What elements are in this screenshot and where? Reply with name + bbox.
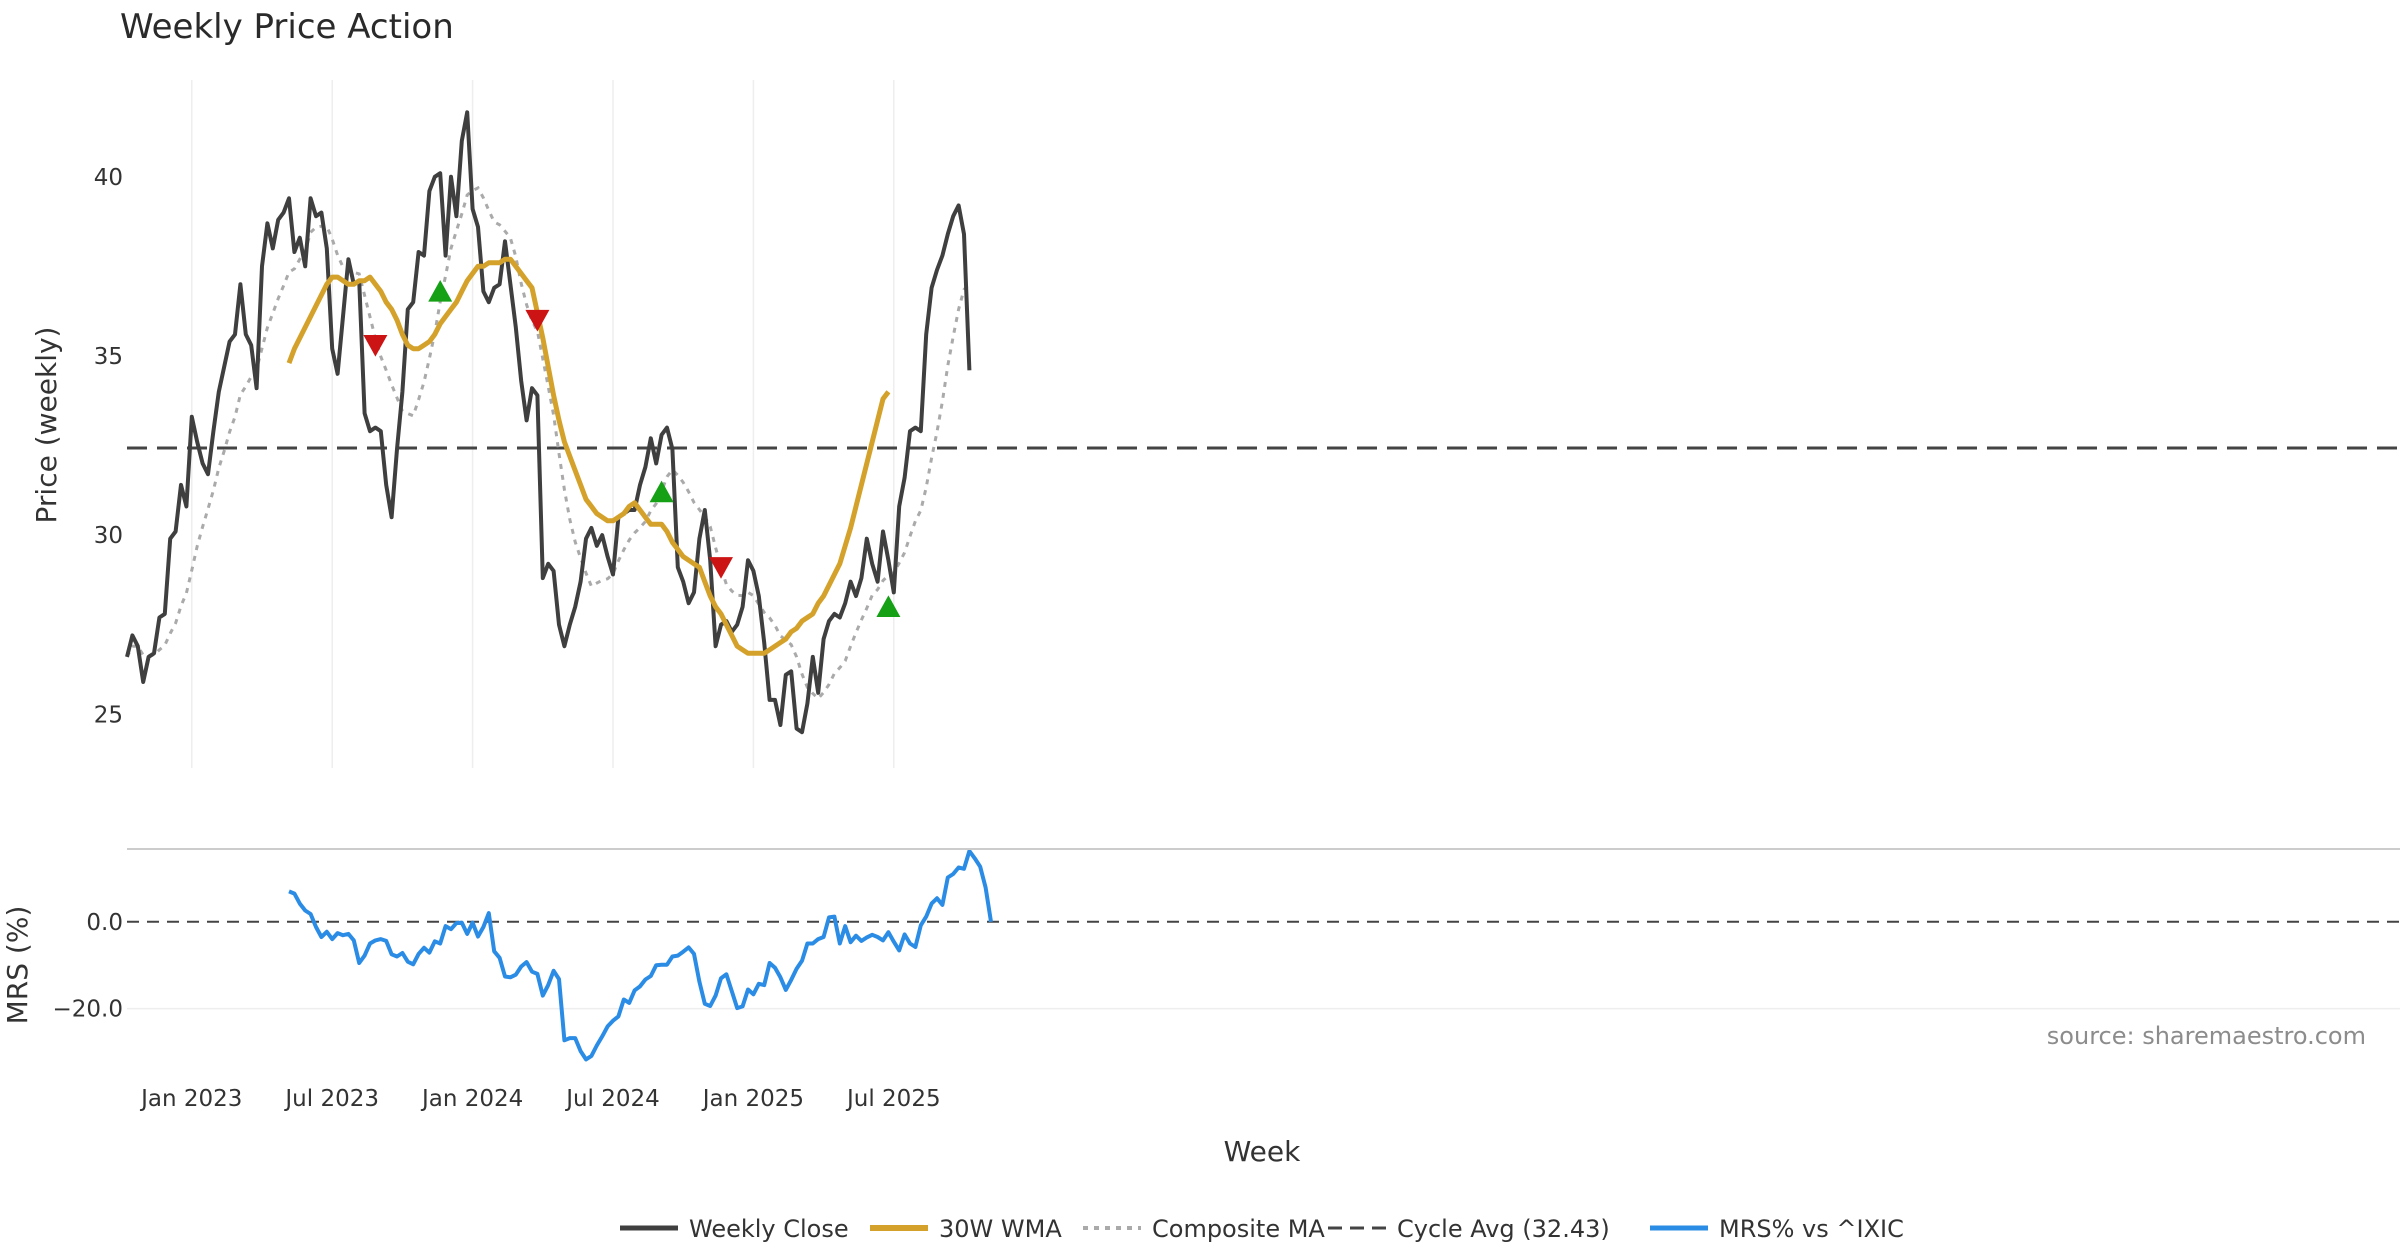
grid-lines — [127, 80, 2400, 1010]
legend-label-cycle: Cycle Avg (32.43) — [1397, 1215, 1610, 1243]
wma-30w-line — [286, 256, 891, 656]
x-tick-label: Jul 2023 — [283, 1086, 379, 1112]
sell-signal-marker — [709, 557, 733, 579]
legend-label-mrs: MRS% vs ^IXIC — [1719, 1215, 1904, 1243]
mrs-panel — [127, 849, 2400, 1062]
buy-signal-marker — [876, 595, 901, 617]
x-axis-label: Week — [1224, 1135, 1301, 1168]
x-tick-label: Jan 2023 — [139, 1086, 242, 1112]
price-axis-label: Price (weekly) — [30, 327, 63, 524]
buy-signal-marker — [428, 280, 453, 302]
x-tick-label: Jul 2025 — [845, 1086, 941, 1112]
legend-label-close: Weekly Close — [689, 1215, 849, 1243]
price-y-tick-label: 25 — [94, 702, 123, 728]
mrs-y-tick-label: −20.0 — [53, 997, 123, 1023]
price-y-tick-label: 35 — [94, 344, 123, 370]
mrs-y-tick-label: 0.0 — [86, 910, 123, 936]
chart-title: Weekly Price Action — [120, 7, 454, 47]
weekly-close-line — [125, 110, 972, 735]
price-y-tick-label: 30 — [94, 523, 123, 549]
buy-signal-marker — [649, 480, 674, 503]
mrs-axis-label: MRS (%) — [1, 906, 34, 1025]
legend-label-composite: Composite MA — [1152, 1215, 1325, 1243]
composite-ma-line — [125, 185, 971, 701]
sell-signal-marker — [525, 309, 550, 332]
x-tick-label: Jul 2024 — [564, 1086, 660, 1112]
legend-label-wma: 30W WMA — [939, 1215, 1062, 1243]
price-panel — [125, 110, 2400, 735]
x-tick-label: Jan 2024 — [420, 1086, 523, 1112]
sell-signal-marker — [363, 334, 388, 357]
price-y-tick-label: 40 — [94, 165, 123, 191]
axes: Jan 2023 Jul 2023 Jan 2024 Jul 2024 Jan 2025… — [53, 165, 2400, 1112]
legend: Weekly Close 30W WMA Composite MA Cycle Avg… — [620, 1215, 1904, 1243]
source-note: source: sharemaestro.com — [2047, 1022, 2366, 1050]
x-tick-label: Jan 2025 — [701, 1086, 804, 1112]
mrs-line — [288, 849, 993, 1062]
